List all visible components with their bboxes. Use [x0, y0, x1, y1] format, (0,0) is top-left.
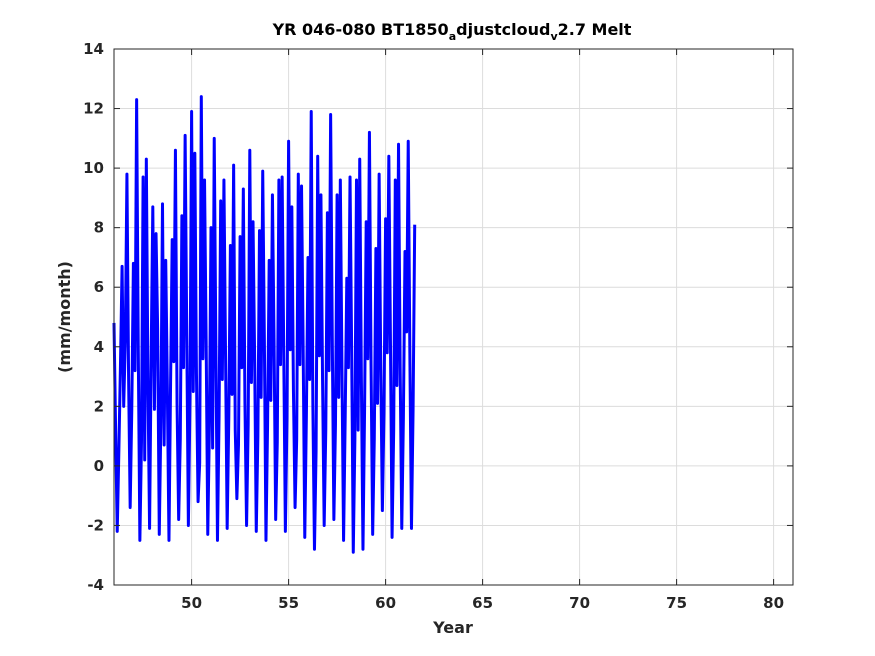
y-tick-label: -2 — [87, 516, 104, 534]
x-axis-label: Year — [432, 618, 473, 637]
x-tick-label: 60 — [375, 594, 396, 612]
melt-series-line — [112, 95, 417, 554]
y-tick-label: 14 — [83, 40, 104, 58]
y-axis: -4 -2 0 2 4 6 8 10 12 14 — [83, 40, 793, 594]
x-tick-label: 70 — [569, 594, 590, 612]
plot-frame — [113, 48, 794, 586]
x-tick-label: 65 — [472, 594, 493, 612]
y-tick-label: 2 — [94, 397, 104, 415]
title-subscript-a: a — [449, 30, 456, 43]
y-tick-label: 6 — [94, 278, 104, 296]
x-tick-label: 80 — [763, 594, 784, 612]
y-tick-label: 0 — [94, 457, 104, 475]
y-tick-label: 8 — [94, 219, 104, 237]
x-axis: 50 55 60 65 70 75 80 — [181, 49, 784, 612]
chart-title: YR 046-080 BT1850adjustcloudv2.7 Melt — [272, 20, 632, 43]
series-group — [112, 95, 417, 554]
y-tick-label: -4 — [87, 576, 104, 594]
y-tick-label: 12 — [83, 100, 104, 118]
x-tick-label: 55 — [278, 594, 299, 612]
title-subscript-v: v — [550, 30, 558, 43]
x-tick-label: 50 — [181, 594, 202, 612]
title-prefix: YR 046-080 BT1850 — [272, 20, 449, 39]
y-tick-label: 10 — [83, 159, 104, 177]
title-suffix: 2.7 Melt — [558, 20, 632, 39]
y-tick-label: 4 — [94, 338, 104, 356]
title-mid: djustcloud — [456, 20, 550, 39]
x-tick-label: 75 — [666, 594, 687, 612]
y-axis-label: (mm/month) — [55, 261, 74, 373]
